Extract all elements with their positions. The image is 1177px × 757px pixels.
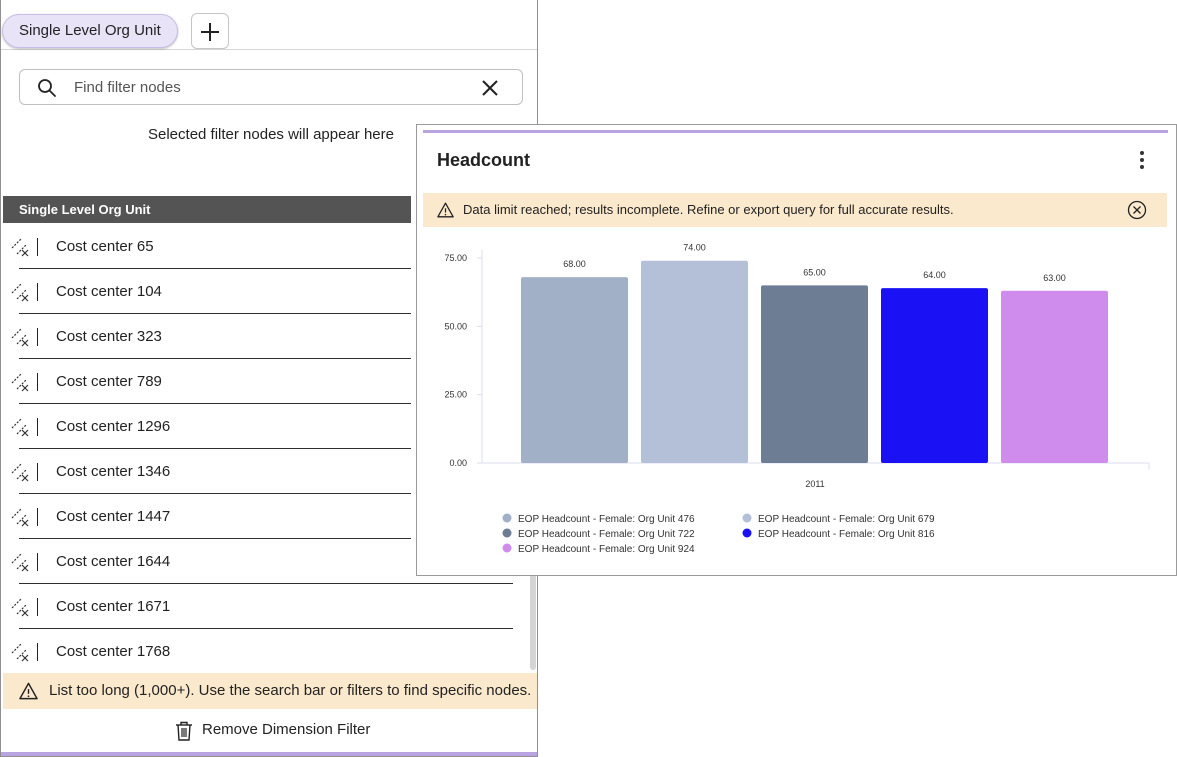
row-separator bbox=[37, 553, 38, 571]
row-separator bbox=[37, 328, 38, 346]
row-divider bbox=[19, 268, 411, 269]
exclude-toggle-icon[interactable] bbox=[10, 552, 30, 572]
row-separator bbox=[37, 598, 38, 616]
bar-data-label: 68.00 bbox=[563, 259, 586, 269]
list-item[interactable]: Cost center 1768 bbox=[1, 629, 521, 674]
exclude-toggle-icon[interactable] bbox=[10, 417, 30, 437]
legend-label: EOP Headcount - Female: Org Unit 722 bbox=[518, 529, 695, 540]
y-tick-label: 75.00 bbox=[444, 253, 467, 263]
more-options-icon[interactable] bbox=[1133, 149, 1151, 171]
node-label: Cost center 65 bbox=[56, 238, 154, 255]
bar-4 bbox=[881, 288, 988, 463]
headcount-chart-card: Headcount Data limit reached; results in… bbox=[416, 124, 1177, 576]
list-item[interactable]: Cost center 104 bbox=[1, 269, 521, 314]
legend-swatch bbox=[742, 513, 752, 523]
node-label: Cost center 1447 bbox=[56, 508, 171, 525]
tab-single-level-org-unit[interactable]: Single Level Org Unit bbox=[2, 14, 178, 48]
bar-data-label: 63.00 bbox=[1043, 273, 1066, 283]
row-divider bbox=[19, 538, 411, 539]
data-warning-text: Data limit reached; results incomplete. … bbox=[463, 202, 954, 217]
legend-swatch bbox=[742, 528, 752, 538]
legend-label: EOP Headcount - Female: Org Unit 924 bbox=[518, 544, 695, 555]
row-separator bbox=[37, 508, 38, 526]
warning-icon bbox=[19, 682, 38, 700]
legend-swatch bbox=[502, 543, 512, 553]
bar-data-label: 74.00 bbox=[683, 243, 706, 253]
bar-2 bbox=[641, 260, 748, 463]
search-icon bbox=[38, 79, 56, 97]
row-divider bbox=[19, 628, 513, 629]
y-tick-label: 50.00 bbox=[444, 321, 467, 331]
list-warning-text: List too long (1,000+). Use the search b… bbox=[49, 682, 532, 699]
card-accent-bar bbox=[423, 130, 1168, 133]
list-scrollbar[interactable] bbox=[530, 560, 536, 670]
list-item[interactable]: Cost center 1671 bbox=[1, 584, 521, 629]
data-limit-warning: Data limit reached; results incomplete. … bbox=[423, 193, 1167, 227]
row-divider bbox=[19, 403, 411, 404]
trash-icon bbox=[176, 721, 192, 741]
list-item[interactable]: Cost center 323 bbox=[1, 314, 521, 359]
exclude-toggle-icon[interactable] bbox=[10, 462, 30, 482]
row-separator bbox=[37, 373, 38, 391]
list-item[interactable]: Cost center 1346 bbox=[1, 449, 521, 494]
bar-data-label: 64.00 bbox=[923, 270, 946, 280]
warning-icon bbox=[437, 202, 454, 218]
node-label: Cost center 1768 bbox=[56, 643, 171, 660]
exclude-toggle-icon[interactable] bbox=[10, 327, 30, 347]
add-tab-button[interactable] bbox=[191, 13, 229, 49]
node-list: Cost center 65 Cost center 104 Cost cent… bbox=[1, 224, 521, 674]
list-item[interactable]: Cost center 789 bbox=[1, 359, 521, 404]
clear-search-icon[interactable] bbox=[480, 78, 500, 98]
bar-data-label: 65.00 bbox=[803, 267, 826, 277]
row-divider bbox=[19, 493, 411, 494]
row-divider bbox=[19, 583, 513, 584]
exclude-toggle-icon[interactable] bbox=[10, 597, 30, 617]
node-label: Cost center 1671 bbox=[56, 598, 171, 615]
y-tick-label: 0.00 bbox=[449, 458, 467, 468]
y-tick-label: 25.00 bbox=[444, 390, 467, 400]
search-box bbox=[19, 69, 523, 105]
exclude-toggle-icon[interactable] bbox=[10, 282, 30, 302]
node-label: Cost center 1346 bbox=[56, 463, 171, 480]
row-divider bbox=[19, 448, 411, 449]
legend-swatch bbox=[502, 528, 512, 538]
search-input[interactable] bbox=[74, 74, 454, 100]
dismiss-warning-icon[interactable] bbox=[1127, 200, 1147, 220]
node-label: Cost center 1296 bbox=[56, 418, 171, 435]
node-label: Cost center 104 bbox=[56, 283, 162, 300]
list-item[interactable]: Cost center 1447 bbox=[1, 494, 521, 539]
exclude-toggle-icon[interactable] bbox=[10, 507, 30, 527]
headcount-bar-chart: 0.00 25.00 50.00 75.00 68.00 74.00 65.00 64.00 6… bbox=[444, 243, 1150, 555]
card-title: Headcount bbox=[437, 150, 531, 170]
node-label: Cost center 789 bbox=[56, 373, 162, 390]
legend-label: EOP Headcount - Female: Org Unit 816 bbox=[758, 529, 935, 540]
row-divider bbox=[19, 313, 411, 314]
list-item[interactable]: Cost center 65 bbox=[1, 224, 521, 269]
row-separator bbox=[37, 643, 38, 661]
legend-label: EOP Headcount - Female: Org Unit 679 bbox=[758, 514, 935, 525]
row-separator bbox=[37, 463, 38, 481]
exclude-toggle-icon[interactable] bbox=[10, 372, 30, 392]
row-separator bbox=[37, 283, 38, 301]
legend-label: EOP Headcount - Female: Org Unit 476 bbox=[518, 514, 695, 525]
filter-tab-bar: Single Level Org Unit bbox=[1, 0, 537, 50]
node-label: Cost center 1644 bbox=[56, 553, 171, 570]
selected-nodes-hint: Selected filter nodes will appear here bbox=[148, 126, 394, 143]
list-header: Single Level Org Unit bbox=[3, 196, 411, 223]
row-divider bbox=[19, 358, 411, 359]
exclude-toggle-icon[interactable] bbox=[10, 642, 30, 662]
list-too-long-warning: List too long (1,000+). Use the search b… bbox=[3, 673, 537, 709]
list-item[interactable]: Cost center 1644 bbox=[1, 539, 521, 584]
legend-swatch bbox=[502, 513, 512, 523]
list-item[interactable]: Cost center 1296 bbox=[1, 404, 521, 449]
exclude-toggle-icon[interactable] bbox=[10, 237, 30, 257]
bar-5 bbox=[1001, 290, 1108, 463]
remove-filter-label: Remove Dimension Filter bbox=[202, 721, 371, 738]
bar-3 bbox=[761, 285, 868, 463]
row-separator bbox=[37, 238, 38, 256]
x-category-label: 2011 bbox=[805, 479, 824, 489]
row-separator bbox=[37, 418, 38, 436]
node-label: Cost center 323 bbox=[56, 328, 162, 345]
bar-1 bbox=[521, 277, 628, 463]
